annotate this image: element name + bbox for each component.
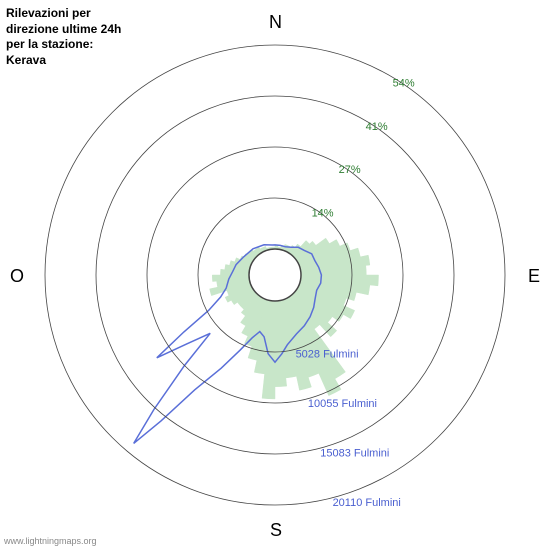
- polar-chart: 14% 27% 41% 54% 5028 Fulmini 10055 Fulmini 150…: [0, 0, 550, 550]
- ring-label-fulmini: 5028 Fulmini: [296, 348, 359, 360]
- chart-title: Rilevazioni per direzione ultime 24h per…: [6, 6, 126, 68]
- ring-label-pct: 41%: [366, 121, 388, 133]
- cardinal-n: N: [269, 12, 282, 33]
- ring-label-fulmini: 20110 Fulmini: [333, 497, 401, 509]
- ring-label-pct: 27%: [339, 164, 361, 176]
- ring-label-fulmini: 15083 Fulmini: [320, 447, 389, 459]
- cardinal-w: O: [10, 266, 24, 287]
- ring-label-fulmini: 10055 Fulmini: [308, 398, 377, 410]
- center-circle: [249, 249, 301, 301]
- cardinal-s: S: [270, 520, 282, 541]
- cardinal-e: E: [528, 266, 540, 287]
- ring-label-pct: 14%: [312, 207, 334, 219]
- attribution: www.lightningmaps.org: [4, 536, 97, 546]
- ring-label-pct: 54%: [393, 78, 415, 90]
